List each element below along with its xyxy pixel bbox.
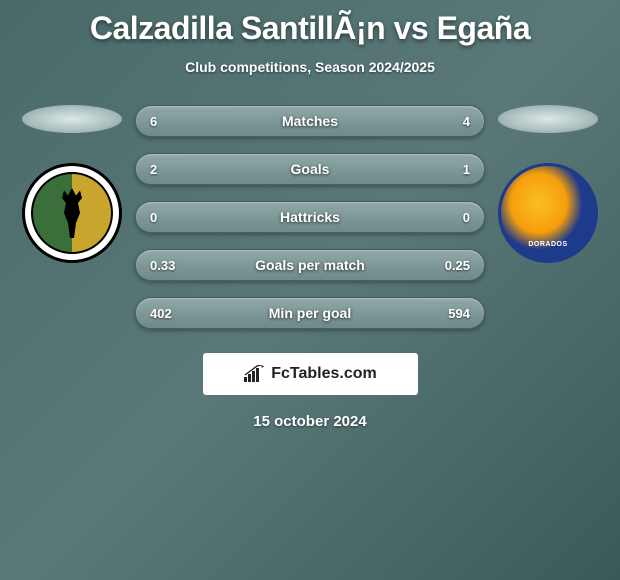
stat-row-goals-per-match: 0.33 Goals per match 0.25 xyxy=(135,249,485,281)
stat-left-value: 0.33 xyxy=(150,258,185,273)
stat-label: Hattricks xyxy=(280,209,340,225)
stat-label: Goals per match xyxy=(255,257,365,273)
right-crest-label: DORADOS xyxy=(528,241,567,248)
left-crest-inner xyxy=(31,172,113,254)
footer: FcTables.com 15 october 2024 xyxy=(0,353,620,430)
stat-left-value: 2 xyxy=(150,162,185,177)
stat-row-matches: 6 Matches 4 xyxy=(135,105,485,137)
stat-row-min-per-goal: 402 Min per goal 594 xyxy=(135,297,485,329)
stat-left-value: 0 xyxy=(150,210,185,225)
main-row: 6 Matches 4 2 Goals 1 0 Hattricks 0 0.33… xyxy=(0,105,620,329)
date-text: 15 october 2024 xyxy=(253,413,366,430)
page-title: Calzadilla SantillÃ¡n vs Egaña xyxy=(0,10,620,47)
left-platform xyxy=(22,105,122,133)
stat-right-value: 0.25 xyxy=(435,258,470,273)
chart-icon xyxy=(243,365,265,383)
stat-label: Matches xyxy=(282,113,338,129)
deer-icon xyxy=(52,188,92,238)
right-team-crest: DORADOS xyxy=(498,163,598,263)
page-subtitle: Club competitions, Season 2024/2025 xyxy=(0,59,620,75)
brand-text: FcTables.com xyxy=(271,365,377,383)
stat-row-hattricks: 0 Hattricks 0 xyxy=(135,201,485,233)
stat-left-value: 6 xyxy=(150,114,185,129)
right-badge-column: DORADOS xyxy=(493,105,603,263)
stat-label: Goals xyxy=(291,161,330,177)
stat-label: Min per goal xyxy=(269,305,351,321)
brand-box[interactable]: FcTables.com xyxy=(203,353,418,395)
comparison-widget: Calzadilla SantillÃ¡n vs Egaña Club comp… xyxy=(0,0,620,440)
stat-right-value: 1 xyxy=(435,162,470,177)
stats-column: 6 Matches 4 2 Goals 1 0 Hattricks 0 0.33… xyxy=(135,105,485,329)
right-crest-inner: DORADOS xyxy=(501,163,595,263)
stat-left-value: 402 xyxy=(150,306,185,321)
stat-row-goals: 2 Goals 1 xyxy=(135,153,485,185)
stat-right-value: 4 xyxy=(435,114,470,129)
stat-right-value: 594 xyxy=(435,306,470,321)
stat-right-value: 0 xyxy=(435,210,470,225)
left-badge-column xyxy=(17,105,127,263)
left-team-crest xyxy=(22,163,122,263)
right-platform xyxy=(498,105,598,133)
